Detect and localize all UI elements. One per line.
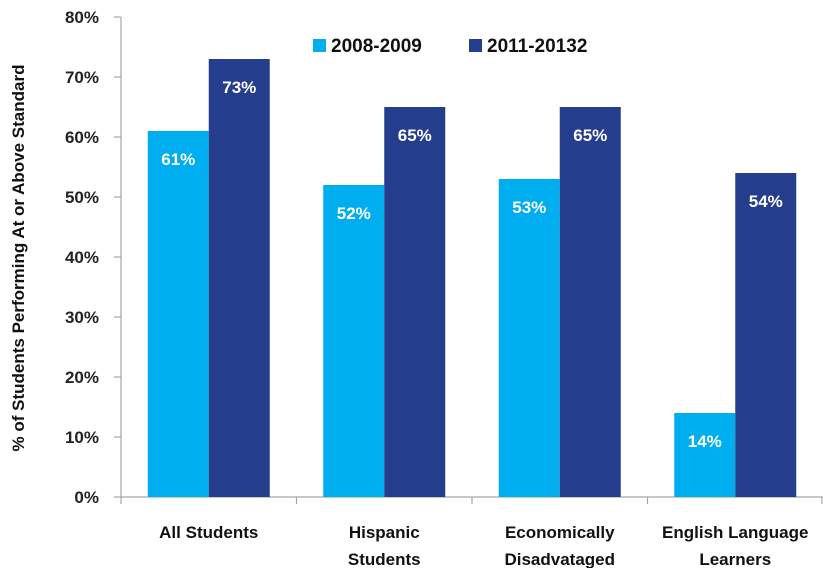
category-label-line: Disadvataged: [504, 550, 615, 568]
category-label: Hispanic Students: [348, 523, 421, 568]
data-label: 52%: [337, 204, 371, 223]
y-tick-label: 30%: [65, 308, 99, 327]
bar: [498, 179, 560, 497]
bars: [147, 59, 797, 497]
legend: 2008-2009 2011-20132: [313, 36, 587, 57]
category-label: English Language Learners: [662, 523, 808, 568]
y-tick-label: 50%: [65, 188, 99, 207]
legend-swatch: [313, 39, 326, 52]
bar-data-labels: 61% 73% 52% 65% 53% 65% 14% 54%: [161, 78, 783, 451]
y-tick-label: 0%: [74, 488, 99, 507]
bar: [323, 185, 385, 497]
y-axis: 0% 10% 20% 30% 40% 50% 60% 70% 80%: [65, 8, 122, 507]
category-label: Economically Disadvataged: [504, 523, 615, 568]
legend-label: 2008-2009: [331, 36, 422, 57]
category-label-line: Learners: [699, 550, 771, 568]
data-label: 65%: [398, 126, 432, 145]
y-axis-title: % of Students Performing At or Above Sta…: [9, 65, 28, 452]
bar: [147, 131, 209, 497]
data-label: 61%: [161, 150, 195, 169]
category-labels: All Students Hispanic Students Economically…: [159, 523, 808, 568]
y-tick-label: 70%: [65, 68, 99, 87]
category-label-line: All Students: [159, 523, 258, 542]
data-label: 73%: [222, 78, 256, 97]
data-label: 53%: [512, 198, 546, 217]
category-label-line: Students: [348, 550, 421, 568]
category-label-line: Economically: [505, 523, 615, 542]
y-tick-label: 80%: [65, 8, 99, 27]
bar: [559, 107, 621, 497]
bar: [674, 413, 736, 497]
data-label: 54%: [749, 192, 783, 211]
y-tick-label: 60%: [65, 128, 99, 147]
category-label-line: English Language: [662, 523, 808, 542]
y-tick-label: 10%: [65, 428, 99, 447]
category-label-line: Hispanic: [349, 523, 420, 542]
y-tick-label: 40%: [65, 248, 99, 267]
y-tick-label: 20%: [65, 368, 99, 387]
data-label: 14%: [688, 432, 722, 451]
data-label: 65%: [573, 126, 607, 145]
category-label: All Students: [159, 523, 258, 542]
bar: [384, 107, 446, 497]
bar: [208, 59, 270, 497]
x-axis: [120, 496, 823, 504]
legend-swatch: [469, 39, 482, 52]
bar: [735, 173, 797, 497]
legend-label: 2011-20132: [487, 36, 587, 57]
